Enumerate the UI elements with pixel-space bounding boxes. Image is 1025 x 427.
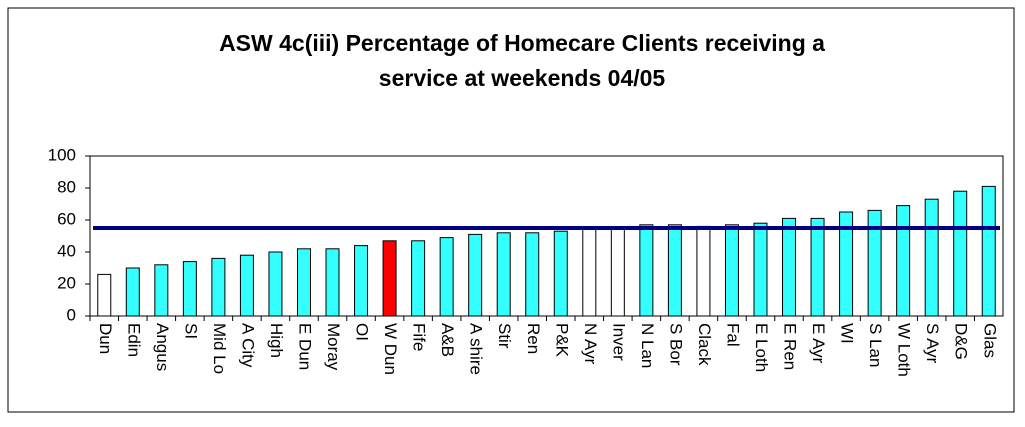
- x-tick-label: Fal: [723, 323, 742, 347]
- x-tick-label: S Lan: [866, 323, 885, 367]
- x-tick-label: A City: [238, 323, 257, 368]
- bar: [97, 273, 112, 317]
- x-tick-label: OI: [353, 323, 372, 341]
- x-tick-label: W Loth: [895, 323, 914, 377]
- bar: [724, 224, 739, 317]
- bar: [582, 227, 597, 317]
- y-tick-label: 100: [48, 145, 76, 164]
- bar: [981, 185, 996, 317]
- bar: [411, 240, 426, 317]
- x-tick-label: A&B: [438, 323, 457, 357]
- x-tick-label: E Dun: [296, 323, 315, 370]
- bar: [639, 224, 654, 317]
- bar: [525, 232, 540, 317]
- bar: [896, 205, 911, 317]
- y-tick-label: 40: [57, 241, 76, 260]
- x-tick-label: N Ayr: [581, 323, 600, 365]
- x-tick-label: Fife: [410, 323, 429, 351]
- bar: [496, 232, 511, 317]
- y-tick-label: 20: [57, 273, 76, 292]
- bar: [125, 267, 140, 317]
- x-tick-label: E Ren: [781, 323, 800, 370]
- bar: [268, 251, 283, 317]
- x-tick-label: Dun: [96, 323, 115, 354]
- chart-title: ASW 4c(iii) Percentage of Homecare Clien…: [219, 30, 825, 56]
- chart-title: service at weekends 04/05: [379, 65, 666, 91]
- x-tick-label: Stir: [495, 323, 514, 349]
- x-tick-label: SI: [181, 323, 200, 339]
- plot-area: [89, 155, 1004, 317]
- bar: [696, 225, 711, 317]
- x-tick-label: Edin: [124, 323, 143, 357]
- x-tick-label: W Dun: [381, 323, 400, 375]
- y-tick-label: 60: [57, 209, 76, 228]
- bar: [553, 230, 568, 317]
- bar: [239, 254, 254, 317]
- x-tick-label: S Ayr: [923, 323, 942, 364]
- x-tick-label: Mid Lo: [210, 323, 229, 374]
- x-tick-label: High: [267, 323, 286, 358]
- bar: [610, 227, 625, 317]
- x-tick-label: P&K: [552, 323, 571, 358]
- x-tick-label: Angus: [153, 323, 172, 371]
- x-tick-label: E Loth: [752, 323, 771, 372]
- bar: [753, 222, 768, 317]
- bar: [667, 224, 682, 317]
- bar: [839, 211, 854, 317]
- x-tick-label: S Bor: [666, 323, 685, 366]
- x-tick-label: A shire: [467, 323, 486, 375]
- bar: [953, 190, 968, 317]
- x-tick-label: Inver: [609, 323, 628, 361]
- x-tick-label: Ren: [524, 323, 543, 354]
- bar: [325, 248, 340, 317]
- y-tick-label: 80: [57, 177, 76, 196]
- bar: [810, 217, 825, 317]
- bar: [211, 257, 226, 317]
- bar: [182, 261, 197, 317]
- bar: [382, 240, 397, 317]
- bar: [296, 248, 311, 317]
- bar: [782, 217, 797, 317]
- x-tick-label: Glas: [980, 323, 999, 358]
- bar: [924, 198, 939, 317]
- x-tick-label: E Ayr: [809, 323, 828, 364]
- bar: [867, 209, 882, 317]
- bar: [439, 237, 454, 317]
- x-tick-label: Moray: [324, 323, 343, 371]
- bar: [154, 264, 169, 317]
- bar: [354, 245, 369, 317]
- x-tick-label: D&G: [952, 323, 971, 360]
- x-tick-label: WI: [838, 323, 857, 344]
- y-tick-label: 0: [67, 305, 76, 324]
- x-tick-label: N Lan: [638, 323, 657, 368]
- x-tick-label: Clack: [695, 323, 714, 366]
- bar: [468, 233, 483, 317]
